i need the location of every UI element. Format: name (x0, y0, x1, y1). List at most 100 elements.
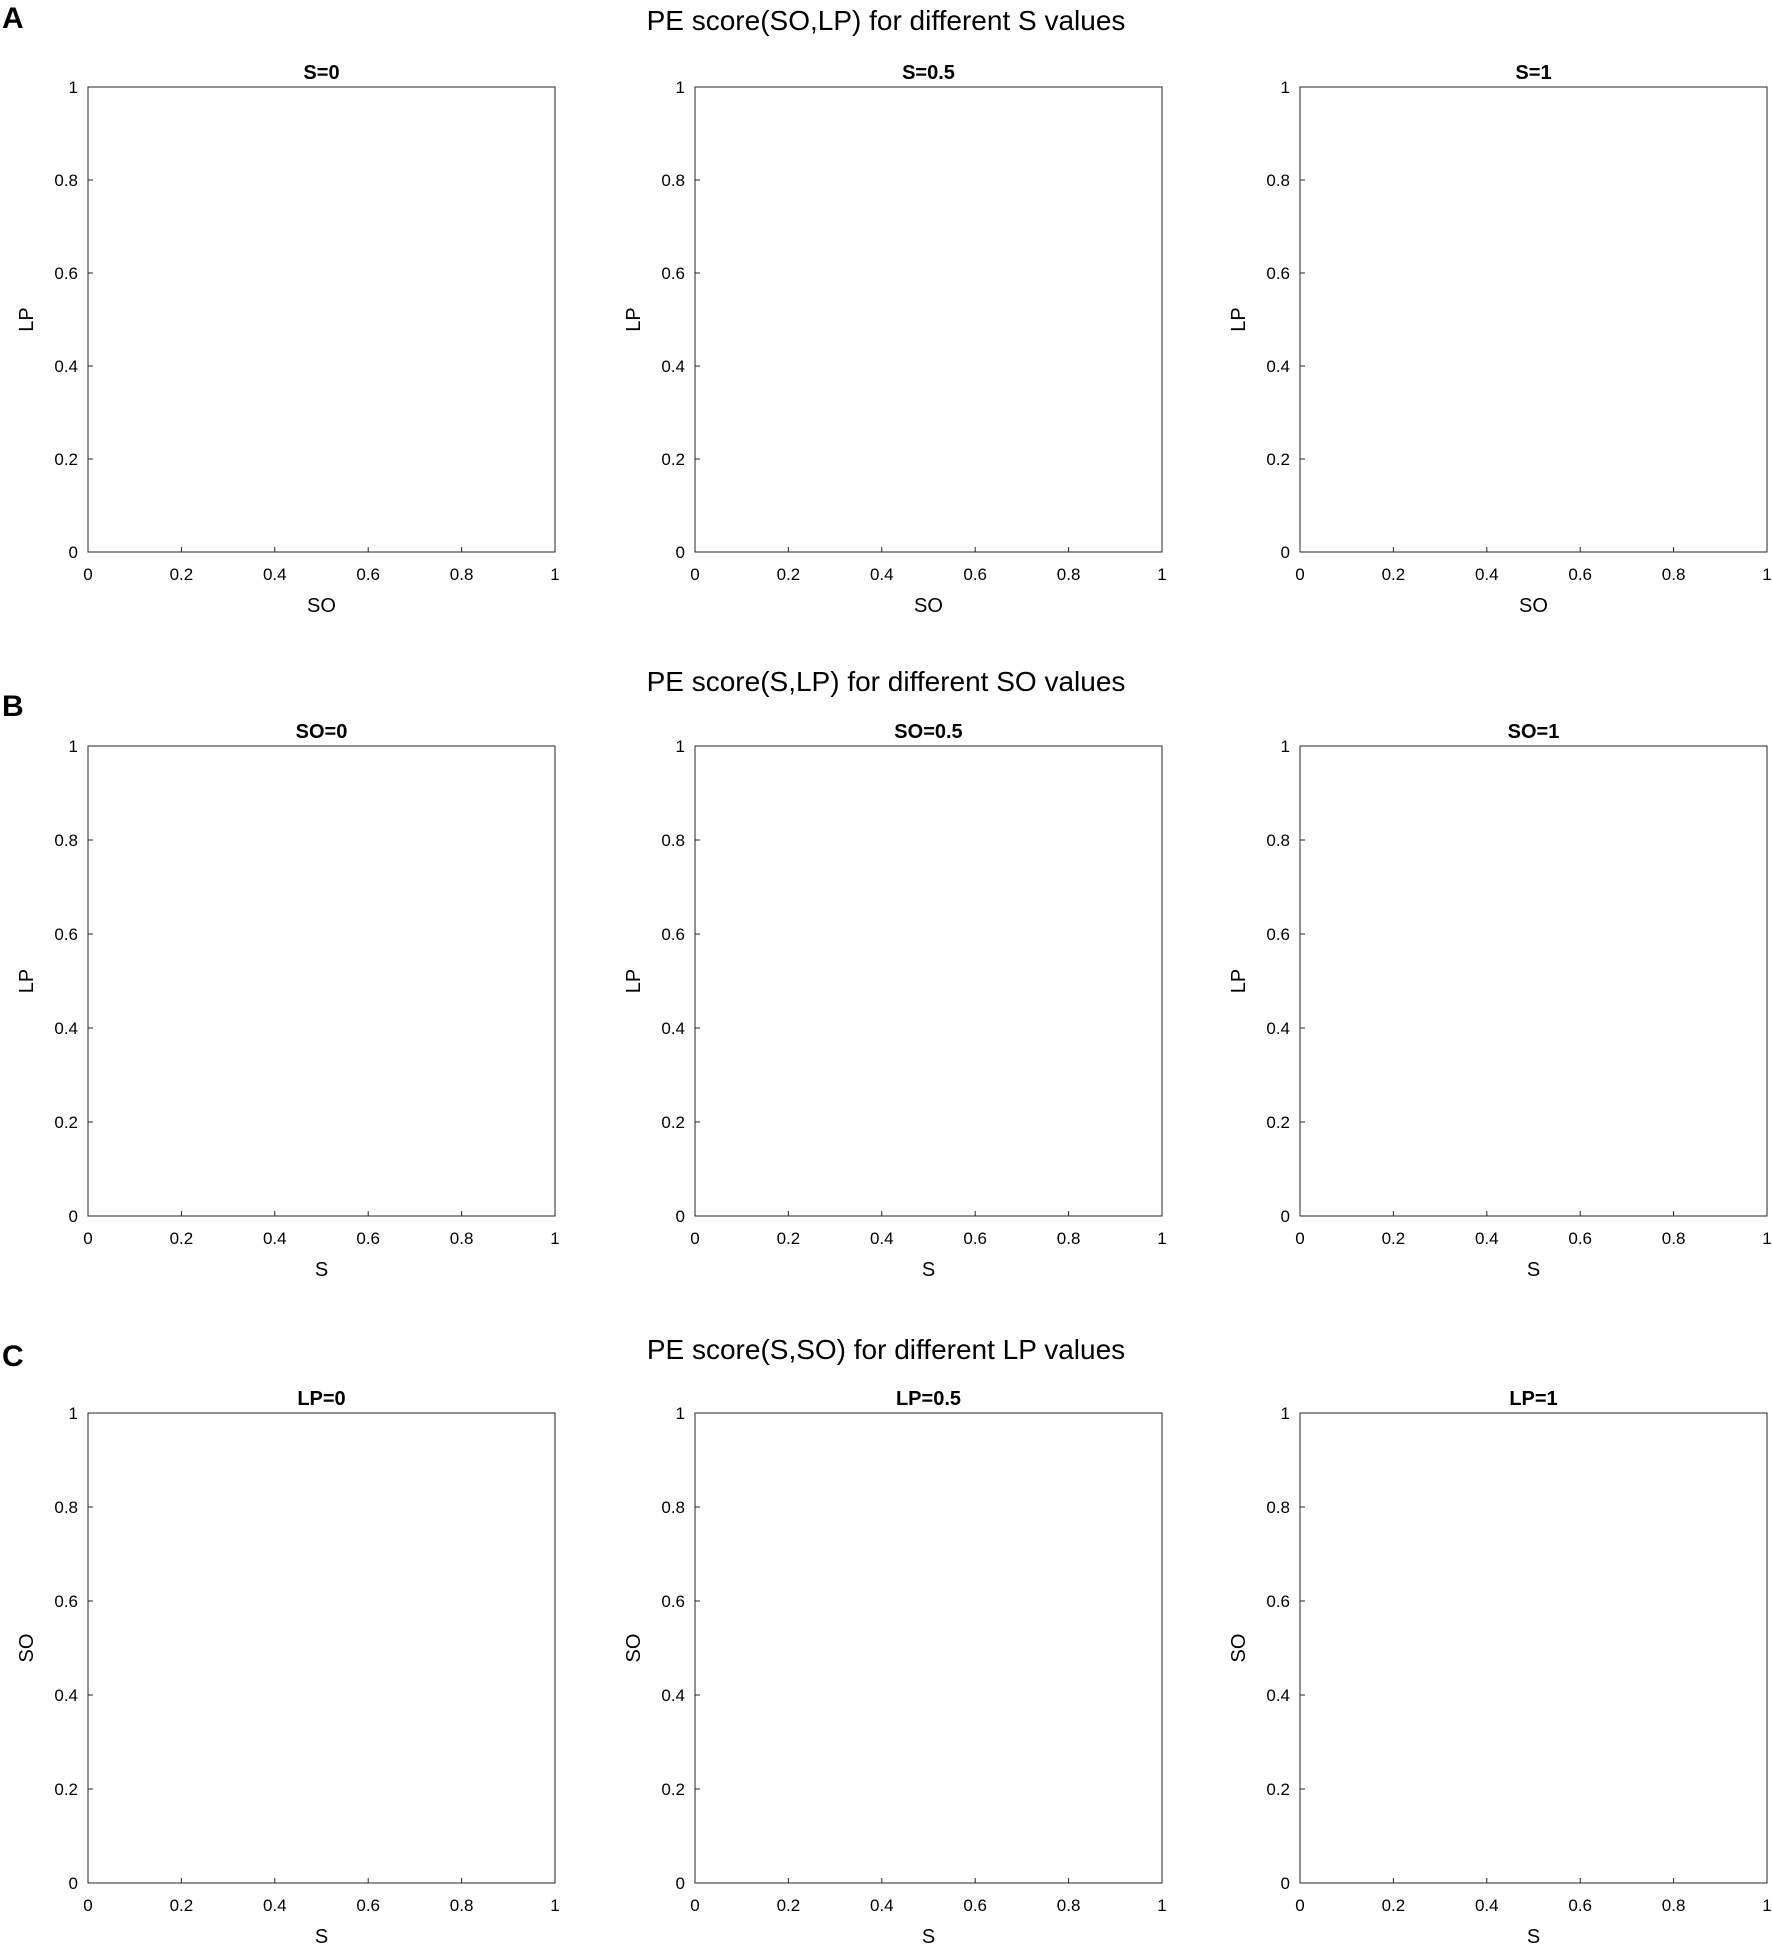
y-tick-label: 0.8 (661, 171, 685, 190)
y-tick-label: 0.2 (54, 450, 78, 469)
x-tick-label: 1 (1157, 1896, 1166, 1915)
x-tick-label: 0.6 (963, 1896, 987, 1915)
y-tick-label: 0 (676, 1874, 685, 1893)
y-tick-label: 0 (676, 543, 685, 562)
x-tick-label: 1 (1762, 565, 1771, 584)
y-tick-label: 0 (1281, 1874, 1290, 1893)
x-tick-label: 1 (1762, 1896, 1771, 1915)
x-tick-label: 0 (83, 565, 92, 584)
y-tick-label: 0.2 (1266, 1780, 1290, 1799)
y-tick-label: 0.8 (1266, 1498, 1290, 1517)
x-axis-label-b-1: S (315, 1259, 328, 1281)
x-tick-label: 0.2 (170, 1229, 194, 1248)
y-tick-label: 0.4 (54, 1686, 78, 1705)
x-axis-label-a-2: SO (914, 595, 943, 617)
x-tick-label: 0.2 (777, 565, 801, 584)
axes-frame-b-1 (87, 745, 556, 1217)
y-tick-label: 1 (1281, 737, 1290, 756)
y-tick-label: 0 (1281, 543, 1290, 562)
x-tick-label: 0.4 (1475, 1896, 1499, 1915)
y-axis-label-a-3: LP (1228, 307, 1250, 331)
y-tick-label: 0.6 (1266, 264, 1290, 283)
x-tick-label: 0.4 (870, 565, 894, 584)
axes-frame-c-1 (87, 1412, 556, 1884)
row-title-b: PE score(S,LP) for different SO values (647, 666, 1126, 697)
y-tick-label: 1 (676, 78, 685, 97)
plot-c-1: 0.10.20.30.40.50.60.70.80.50.40.30.20.10… (16, 1388, 560, 1948)
y-tick-label: 0 (69, 1874, 78, 1893)
x-tick-label: 0.4 (870, 1896, 894, 1915)
x-tick-label: 0.4 (870, 1229, 894, 1248)
x-tick-label: 0.2 (1382, 1229, 1406, 1248)
y-tick-label: 1 (69, 78, 78, 97)
subplot-title-c-1: LP=0 (297, 1388, 345, 1410)
x-axis-label-a-1: SO (307, 595, 336, 617)
y-tick-label: 0.8 (1266, 831, 1290, 850)
y-tick-label: 1 (676, 737, 685, 756)
axes-frame-a-1 (87, 86, 556, 553)
plot-c-2: 0.10.20.30.70.60.50.40.30.20.100.20.40.6… (623, 1388, 1167, 1948)
y-axis-label-c-3: SO (1228, 1634, 1250, 1663)
y-tick-label: 0.2 (54, 1780, 78, 1799)
x-tick-label: 0.2 (777, 1896, 801, 1915)
x-axis-label-a-3: SO (1519, 595, 1548, 617)
y-tick-label: 0.6 (54, 1592, 78, 1611)
x-tick-label: 0 (1295, 1896, 1304, 1915)
x-tick-label: 0.8 (450, 1896, 474, 1915)
y-tick-label: 1 (69, 737, 78, 756)
axes-frame-c-3 (1299, 1412, 1768, 1884)
plot-a-3: 0.10.30.40.50.60.70.20.30.40.50.60.70.80… (1228, 62, 1772, 617)
x-tick-label: 1 (550, 1896, 559, 1915)
y-tick-label: 0 (676, 1207, 685, 1226)
subplot-title-c-3: LP=1 (1509, 1388, 1557, 1410)
x-tick-label: 0.8 (450, 565, 474, 584)
y-tick-label: 0.4 (661, 1686, 685, 1705)
axes-frame-c-2 (694, 1412, 1163, 1884)
x-tick-label: 0.4 (1475, 565, 1499, 584)
y-tick-label: 0.8 (1266, 171, 1290, 190)
subplot-title-b-1: SO=0 (296, 721, 348, 743)
y-tick-label: 0.2 (661, 1113, 685, 1132)
y-tick-label: 0.6 (661, 1592, 685, 1611)
subplot-title-a-2: S=0.5 (902, 62, 955, 84)
y-tick-label: 0 (1281, 1207, 1290, 1226)
x-tick-label: 0.6 (963, 565, 987, 584)
y-tick-label: 0.6 (661, 264, 685, 283)
x-tick-label: 0 (83, 1896, 92, 1915)
row-title-a: PE score(SO,LP) for different S values (647, 5, 1126, 36)
y-tick-label: 0.2 (1266, 1113, 1290, 1132)
y-tick-label: 0.4 (661, 1019, 685, 1038)
x-tick-label: 0.2 (1382, 1896, 1406, 1915)
y-axis-label-b-2: LP (623, 969, 645, 993)
x-tick-label: 0.8 (1057, 565, 1081, 584)
x-tick-label: 0.2 (1382, 565, 1406, 584)
y-tick-label: 0.8 (54, 171, 78, 190)
panel-letter-c: C (2, 1340, 24, 1373)
axes-frame-a-2 (694, 86, 1163, 553)
x-tick-label: 0 (690, 565, 699, 584)
y-tick-label: 1 (69, 1404, 78, 1423)
subplot-title-a-1: S=0 (303, 62, 339, 84)
y-axis-label-b-3: LP (1228, 969, 1250, 993)
y-tick-label: 0 (69, 543, 78, 562)
y-tick-label: 0.6 (54, 264, 78, 283)
x-tick-label: 0.2 (777, 1229, 801, 1248)
x-axis-label-c-2: S (922, 1926, 935, 1948)
y-axis-label-a-1: LP (16, 307, 38, 331)
y-tick-label: 0.6 (1266, 1592, 1290, 1611)
x-tick-label: 0.2 (170, 565, 194, 584)
subplot-title-b-3: SO=1 (1508, 721, 1560, 743)
y-tick-label: 0.4 (661, 357, 685, 376)
y-tick-label: 0.2 (54, 1113, 78, 1132)
x-tick-label: 0.8 (1662, 565, 1686, 584)
subplot-title-c-2: LP=0.5 (896, 1388, 961, 1410)
x-tick-label: 0.6 (1568, 1229, 1592, 1248)
y-tick-label: 0 (69, 1207, 78, 1226)
subplot-title-a-3: S=1 (1515, 62, 1551, 84)
x-tick-label: 0.2 (170, 1896, 194, 1915)
x-tick-label: 1 (1157, 565, 1166, 584)
y-tick-label: 0.4 (1266, 357, 1290, 376)
plots-container: 00.20.40.60.8100.20.40.60.81S=0SOLP0.050… (16, 62, 1772, 1948)
y-tick-label: 0.2 (661, 450, 685, 469)
